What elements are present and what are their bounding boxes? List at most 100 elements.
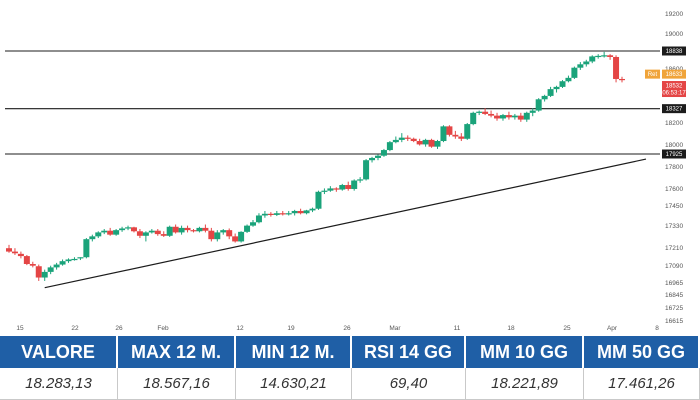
candle <box>220 229 227 235</box>
candle <box>374 154 381 161</box>
candle <box>470 111 477 126</box>
y-tick-label: 17800 <box>665 164 683 171</box>
candle <box>386 141 393 152</box>
y-tick-label: 19000 <box>665 31 683 38</box>
x-tick-label: Mar <box>389 325 401 332</box>
stat-header-max-12m: MAX 12 M. <box>118 336 236 368</box>
candle <box>309 207 316 213</box>
x-tick-label: 12 <box>236 325 244 332</box>
candle <box>23 254 30 266</box>
chart-area: 1920019000188381860018400183271820018000… <box>5 11 686 332</box>
candle <box>601 51 608 58</box>
stat-header-min-12m: MIN 12 M. <box>236 336 352 368</box>
x-tick-label: 11 <box>454 325 461 332</box>
x-tick-label: 26 <box>343 325 351 332</box>
candle <box>571 66 578 79</box>
y-tick-label: 17330 <box>665 223 683 230</box>
candle <box>267 212 274 217</box>
candle <box>434 139 441 149</box>
price-label: 18633 Ret <box>645 69 686 79</box>
candlestick-chart: 1920019000188381860018400183271820018000… <box>5 11 686 332</box>
y-tick-label: 16845 <box>665 292 683 299</box>
x-tick-label: 26 <box>115 325 123 332</box>
candle <box>422 138 429 147</box>
candle <box>113 229 120 236</box>
svg-text:Ret: Ret <box>648 72 658 78</box>
candle <box>101 229 108 235</box>
svg-text:06:53:17: 06:53:17 <box>662 91 686 97</box>
candle <box>333 187 340 192</box>
level-badge <box>662 104 686 114</box>
candle <box>505 111 512 120</box>
candle <box>202 224 209 233</box>
candle <box>595 54 602 59</box>
candle <box>77 257 84 261</box>
candle <box>446 125 453 137</box>
candle <box>148 229 155 234</box>
candle <box>142 231 149 242</box>
candle <box>125 225 132 231</box>
candle <box>440 125 447 143</box>
candle <box>89 234 96 242</box>
candle <box>464 122 471 140</box>
candle <box>35 264 42 281</box>
candle <box>273 210 280 217</box>
candle <box>529 108 536 117</box>
y-tick-label: 18600 <box>665 66 683 73</box>
y-tick-label: 18200 <box>665 120 683 127</box>
candle <box>351 179 358 191</box>
candle <box>613 55 620 83</box>
candle <box>178 225 185 235</box>
candle <box>565 75 572 83</box>
candle <box>392 136 399 144</box>
candle <box>184 225 191 233</box>
stat-header-rsi-14gg: RSI 14 GG <box>352 336 466 368</box>
y-tick-label: 17090 <box>665 263 683 270</box>
level-badge <box>662 149 686 159</box>
candle <box>476 110 483 116</box>
candles <box>6 51 625 281</box>
candle <box>166 225 173 237</box>
candle <box>327 186 334 192</box>
candle <box>297 208 304 215</box>
candle <box>172 224 179 234</box>
candle <box>404 135 411 142</box>
y-tick-label: 18000 <box>665 142 683 149</box>
x-tick-label: 8 <box>655 325 659 332</box>
price-tag <box>645 69 660 79</box>
y-tick-label: 17210 <box>665 245 683 252</box>
candle <box>363 159 370 181</box>
candle <box>482 108 489 116</box>
candle <box>261 210 268 218</box>
stat-value-mm-50gg: 17.461,26 <box>584 368 700 400</box>
candle <box>71 257 78 261</box>
candle <box>410 137 417 143</box>
stats-value-row: 18.283,13 18.567,16 14.630,21 69,40 18.2… <box>0 368 700 400</box>
candle <box>577 62 584 70</box>
y-axis: 1920019000188381860018400183271820018000… <box>665 11 683 325</box>
candle <box>416 138 423 146</box>
candle <box>380 148 387 157</box>
candle <box>107 227 114 236</box>
x-tick-label: Apr <box>607 325 618 332</box>
candle <box>398 133 405 143</box>
level-label: 18327 <box>666 107 683 113</box>
candle <box>119 226 126 232</box>
candle <box>285 210 292 216</box>
candle <box>345 181 352 191</box>
candle <box>65 258 72 263</box>
candle <box>369 156 376 163</box>
svg-text:18633: 18633 <box>666 72 683 78</box>
stat-value-rsi-14gg: 69,40 <box>352 368 466 400</box>
candle <box>154 229 161 236</box>
candle <box>244 224 251 233</box>
candle <box>11 248 18 255</box>
candle <box>291 209 298 216</box>
candle <box>226 228 233 240</box>
candle <box>47 265 54 275</box>
candle <box>321 188 328 195</box>
x-tick-label: Feb <box>157 325 169 332</box>
candle <box>553 85 560 93</box>
candle <box>452 130 459 139</box>
